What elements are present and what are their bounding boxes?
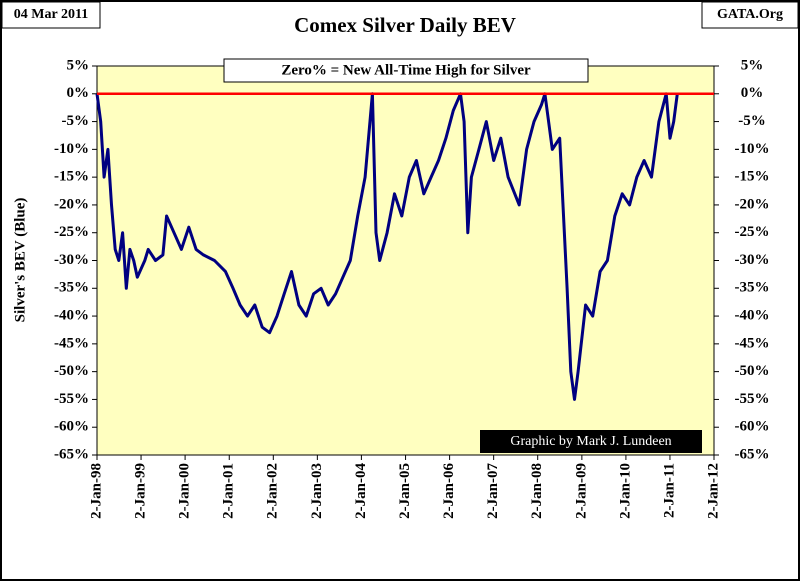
y2-tick-label: -65% xyxy=(735,446,770,462)
y2-tick-label: -45% xyxy=(735,335,770,351)
x-tick-label: 2-Jan-04 xyxy=(353,463,369,519)
y-tick-label: -30% xyxy=(54,252,89,268)
y-tick-label: -65% xyxy=(54,446,89,462)
y-tick-label: -60% xyxy=(54,419,89,435)
y-tick-label: -35% xyxy=(54,280,89,296)
x-tick-label: 2-Jan-05 xyxy=(397,463,413,519)
y2-tick-label: 0% xyxy=(741,85,764,101)
y-tick-label: -20% xyxy=(54,196,89,212)
y2-tick-label: -20% xyxy=(735,196,770,212)
annotation: Zero% = New All-Time High for Silver xyxy=(281,62,531,78)
y-tick-label: -25% xyxy=(54,224,89,240)
y-tick-label: -10% xyxy=(54,141,89,157)
series-line xyxy=(95,92,679,401)
x-tick-label: 2-Jan-12 xyxy=(705,463,721,519)
x-tick-label: 2-Jan-00 xyxy=(177,463,193,519)
y-tick-label: -5% xyxy=(62,113,90,129)
x-tick-label: 2-Jan-10 xyxy=(617,463,633,519)
y-tick-label: 0% xyxy=(67,85,90,101)
y-tick-label: -15% xyxy=(54,169,89,185)
x-tick-label: 2-Jan-01 xyxy=(221,463,237,519)
plot-background xyxy=(96,65,715,456)
source-box xyxy=(701,1,799,29)
date-label: 04 Mar 2011 xyxy=(14,7,88,22)
x-tick-label: 2-Jan-11 xyxy=(661,463,677,518)
y-axis-label: Silver's BEV (Blue) xyxy=(12,198,28,323)
y-tick-label: -50% xyxy=(54,363,89,379)
y2-tick-label: -25% xyxy=(735,224,770,240)
x-tick-label: 2-Jan-09 xyxy=(573,463,589,519)
x-tick-label: 2-Jan-98 xyxy=(88,463,104,519)
x-tick-label: 2-Jan-07 xyxy=(485,463,501,519)
y2-tick-label: 5% xyxy=(741,57,764,73)
x-tick-label: 2-Jan-03 xyxy=(309,463,325,519)
credit: Graphic by Mark J. Lundeen xyxy=(510,434,671,449)
y2-tick-label: -35% xyxy=(735,280,770,296)
y2-tick-label: -30% xyxy=(735,252,770,268)
date-box xyxy=(1,1,101,29)
x-tick-label: 2-Jan-06 xyxy=(441,463,457,519)
credit-box xyxy=(480,430,702,453)
y2-tick-label: -15% xyxy=(735,169,770,185)
y2-tick-label: -55% xyxy=(735,391,770,407)
annotation-box xyxy=(223,58,589,83)
y-tick-label: 5% xyxy=(67,57,90,73)
y2-tick-label: -40% xyxy=(735,308,770,324)
y2-tick-label: -50% xyxy=(735,363,770,379)
x-tick-label: 2-Jan-99 xyxy=(132,463,148,519)
y-tick-label: -55% xyxy=(54,391,89,407)
y2-tick-label: -5% xyxy=(738,113,766,129)
y-tick-label: -40% xyxy=(54,308,89,324)
y-tick-label: -45% xyxy=(54,335,89,351)
y2-tick-label: -60% xyxy=(735,419,770,435)
chart-title: Comex Silver Daily BEV xyxy=(294,13,516,37)
source: GATA.Org xyxy=(717,7,783,22)
y2-tick-label: -10% xyxy=(735,141,770,157)
x-tick-label: 2-Jan-08 xyxy=(529,463,545,519)
x-tick-label: 2-Jan-02 xyxy=(265,463,281,519)
